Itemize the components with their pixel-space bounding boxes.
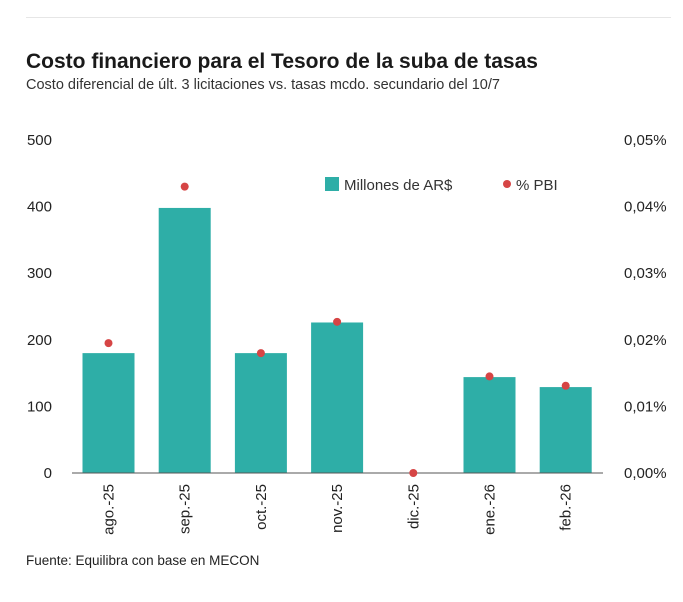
dot-point [485, 372, 494, 381]
left-tick-label: 100 [27, 398, 52, 415]
category-label: ago.-25 [101, 484, 118, 535]
bar-series [82, 207, 592, 473]
source-note: Fuente: Equilibra con base en MECON [26, 553, 260, 568]
category-label: oct.-25 [253, 484, 270, 530]
legend-label-dot: % PBI [516, 177, 558, 194]
bar [82, 353, 135, 473]
right-tick-label: 0,04% [624, 199, 667, 216]
chart-subtitle: Costo diferencial de últ. 3 licitaciones… [26, 77, 500, 93]
category-axis: ago.-25 sep.-25 oct.-25 nov.-25 dic.-25 ene.-… [101, 484, 575, 535]
bar [463, 377, 516, 473]
left-tick-label: 400 [27, 199, 52, 216]
right-tick-label: 0,03% [624, 265, 667, 282]
bar [234, 353, 287, 473]
right-tick-label: 0,02% [624, 332, 667, 349]
dot-point [104, 339, 113, 348]
right-tick-label: 0,01% [624, 398, 667, 415]
top-divider [26, 17, 671, 18]
category-label: nov.-25 [329, 484, 346, 533]
legend: Millones de AR$ % PBI [325, 177, 558, 194]
bar [158, 207, 211, 473]
legend-swatch-dot [503, 180, 511, 188]
legend-label-bar: Millones de AR$ [344, 177, 453, 194]
right-tick-label: 0,05% [624, 132, 667, 149]
chart-title: Costo financiero para el Tesoro de la su… [26, 50, 538, 73]
left-axis: 0 100 200 300 400 500 [27, 132, 52, 482]
right-tick-label: 0,00% [624, 465, 667, 482]
bar [311, 322, 364, 473]
left-tick-label: 500 [27, 132, 52, 149]
dot-point [333, 317, 342, 326]
category-label: ene.-26 [482, 484, 499, 535]
dot-point [180, 182, 189, 191]
dot-series [104, 182, 570, 477]
category-label: sep.-25 [177, 484, 194, 534]
left-tick-label: 0 [44, 465, 52, 482]
category-label: feb.-26 [558, 484, 575, 531]
dot-point [256, 349, 265, 358]
dot-point [561, 381, 570, 390]
bar [539, 387, 592, 473]
legend-swatch-bar [325, 177, 339, 191]
category-label: dic.-25 [405, 484, 422, 529]
left-tick-label: 200 [27, 332, 52, 349]
left-tick-label: 300 [27, 265, 52, 282]
right-axis: 0,00% 0,01% 0,02% 0,03% 0,04% 0,05% [624, 132, 667, 482]
dot-point [409, 469, 418, 477]
